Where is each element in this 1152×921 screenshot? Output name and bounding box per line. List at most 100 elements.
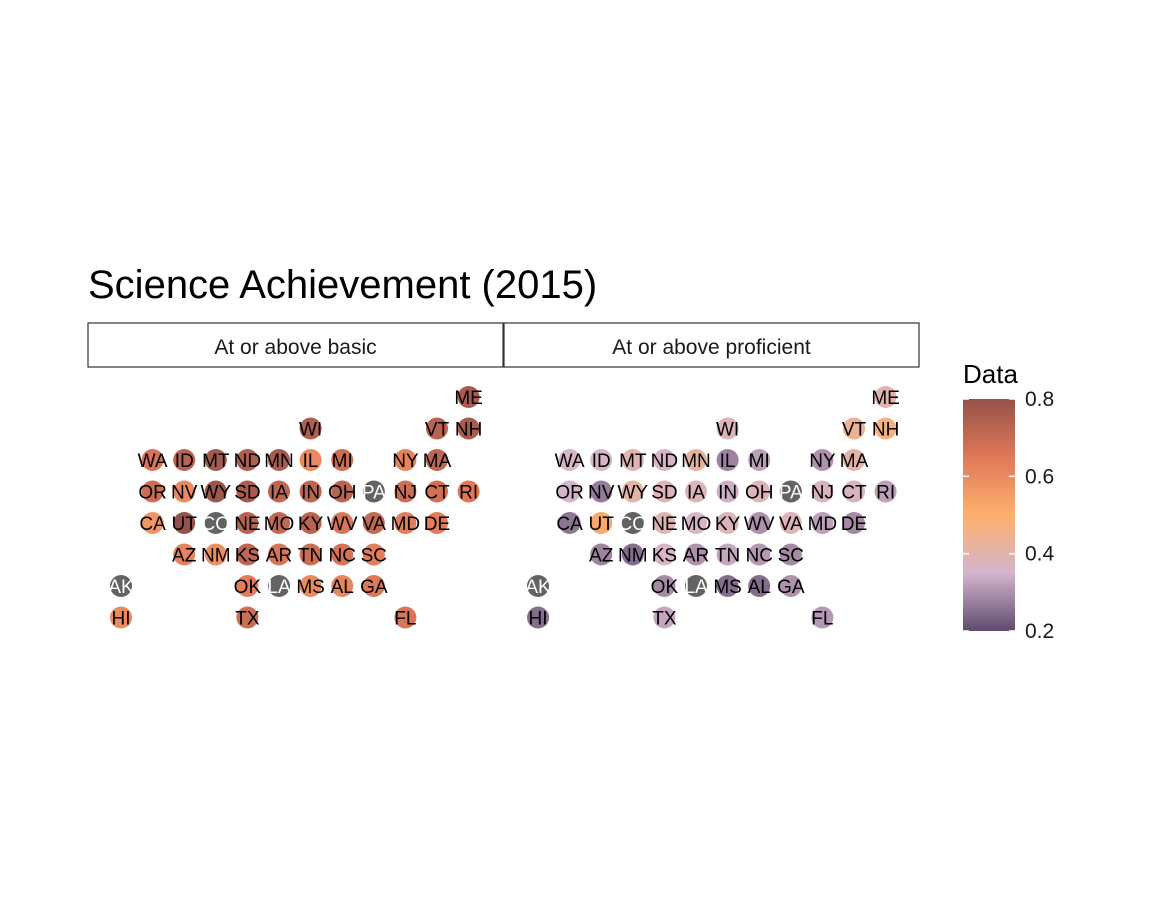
state-tile-il xyxy=(299,449,322,471)
state-label-ms: MS xyxy=(713,577,742,598)
state-label-ct: CT xyxy=(424,483,450,504)
state-tile-il xyxy=(716,449,739,471)
tiles-proficient: ME WI VT NH WA ID MT ND MN IL MI NY MA OR NV WY SD IA IN OH… xyxy=(525,386,900,630)
state-tile-nm xyxy=(204,543,227,566)
state-tile-wa xyxy=(558,449,581,471)
state-label-pa: PA xyxy=(779,483,803,504)
state-tile-hi xyxy=(110,606,132,629)
state-tile-in xyxy=(716,480,739,503)
state-label-ks: KS xyxy=(235,546,260,567)
state-label-nh: NH xyxy=(455,420,482,441)
state-label-id: ID xyxy=(175,451,194,472)
state-tile-ut xyxy=(590,512,613,534)
legend-title: Data xyxy=(963,359,1018,389)
state-label-ne: NE xyxy=(651,514,677,535)
state-label-ca: CA xyxy=(139,514,166,535)
state-label-ia: IA xyxy=(687,483,705,504)
state-tile-sd xyxy=(653,480,676,503)
state-tile-or xyxy=(558,480,581,503)
state-tile-va xyxy=(779,512,802,534)
state-label-tx: TX xyxy=(235,609,260,630)
state-tile-ms xyxy=(299,575,322,597)
state-tile-pa xyxy=(362,480,385,503)
state-label-md: MD xyxy=(808,514,838,535)
legend-tick-label: 0.4 xyxy=(1025,543,1055,566)
state-label-wy: WY xyxy=(200,483,231,504)
state-tile-or xyxy=(141,480,164,503)
state-tile-sc xyxy=(362,543,385,566)
state-label-al: AL xyxy=(331,577,354,598)
state-label-oh: OH xyxy=(745,483,774,504)
state-tile-mt xyxy=(204,449,227,471)
facet-label-basic: At or above basic xyxy=(214,336,376,359)
state-label-ut: UT xyxy=(172,514,198,535)
state-tile-de xyxy=(843,512,865,534)
state-label-ga: GA xyxy=(360,577,388,598)
state-label-az: AZ xyxy=(589,546,614,567)
state-tile-ky xyxy=(716,512,739,534)
state-tile-nj xyxy=(394,480,417,503)
state-tile-md xyxy=(394,512,417,534)
state-label-ar: AR xyxy=(683,546,709,567)
state-tile-tx xyxy=(653,606,676,629)
state-label-wa: WA xyxy=(138,451,168,472)
state-tile-ne xyxy=(236,512,259,534)
state-tile-ak xyxy=(110,575,132,597)
state-tile-wy xyxy=(204,480,227,503)
state-label-mi: MI xyxy=(749,451,770,472)
state-label-va: VA xyxy=(779,514,803,535)
state-tile-tn xyxy=(299,543,322,566)
state-tile-la xyxy=(685,575,707,597)
state-label-il: IL xyxy=(720,451,736,472)
state-label-co: CO xyxy=(619,514,648,535)
state-tile-ny xyxy=(811,449,834,471)
state-tile-in xyxy=(299,480,322,503)
state-label-ut: UT xyxy=(589,514,615,535)
state-tile-nh xyxy=(457,417,480,440)
state-tile-sd xyxy=(236,480,259,503)
state-label-tn: TN xyxy=(715,546,740,567)
state-label-nd: ND xyxy=(651,451,678,472)
state-tile-nv xyxy=(590,480,613,503)
state-label-oh: OH xyxy=(328,483,357,504)
state-tile-ok xyxy=(653,575,676,597)
state-label-co: CO xyxy=(202,514,231,535)
state-label-me: ME xyxy=(454,388,483,409)
state-label-ri: RI xyxy=(876,483,895,504)
state-label-ri: RI xyxy=(459,483,478,504)
state-tile-sc xyxy=(779,543,802,566)
state-label-ga: GA xyxy=(777,577,805,598)
state-label-ak: AK xyxy=(108,577,134,598)
legend-tick-label: 0.2 xyxy=(1025,620,1054,643)
state-tile-la xyxy=(268,575,290,597)
state-tile-oh xyxy=(331,480,354,503)
legend-colorbar xyxy=(963,399,1015,631)
state-tile-ny xyxy=(394,449,417,471)
state-tile-vt xyxy=(843,417,865,440)
state-label-in: IN xyxy=(301,483,320,504)
state-label-nd: ND xyxy=(234,451,261,472)
state-tile-az xyxy=(173,543,196,566)
state-tile-ak xyxy=(527,575,549,597)
state-tile-me xyxy=(874,386,897,408)
state-tile-me xyxy=(457,386,480,408)
state-tile-md xyxy=(811,512,834,534)
state-tile-vt xyxy=(426,417,448,440)
state-label-or: OR xyxy=(555,483,584,504)
facet-strip-proficient xyxy=(503,322,920,368)
state-label-wi: WI xyxy=(716,420,739,441)
state-tile-az xyxy=(590,543,613,566)
state-label-nc: NC xyxy=(745,546,772,567)
state-label-wv: WV xyxy=(327,514,358,535)
color-legend: Data 0.2 0.4 0.6 0.8 xyxy=(963,359,1055,643)
state-tile-nd xyxy=(653,449,676,471)
state-label-me: ME xyxy=(871,388,900,409)
state-tile-nv xyxy=(173,480,196,503)
state-label-mt: MT xyxy=(202,451,230,472)
state-label-hi: HI xyxy=(112,609,131,630)
state-label-mo: MO xyxy=(681,514,712,535)
state-label-va: VA xyxy=(362,514,386,535)
state-label-fl: FL xyxy=(811,609,833,630)
tiles-basic: ME WI VT NH WA ID MT ND MN IL MI NY MA OR NV WY SD IA IN OH… xyxy=(108,386,483,630)
